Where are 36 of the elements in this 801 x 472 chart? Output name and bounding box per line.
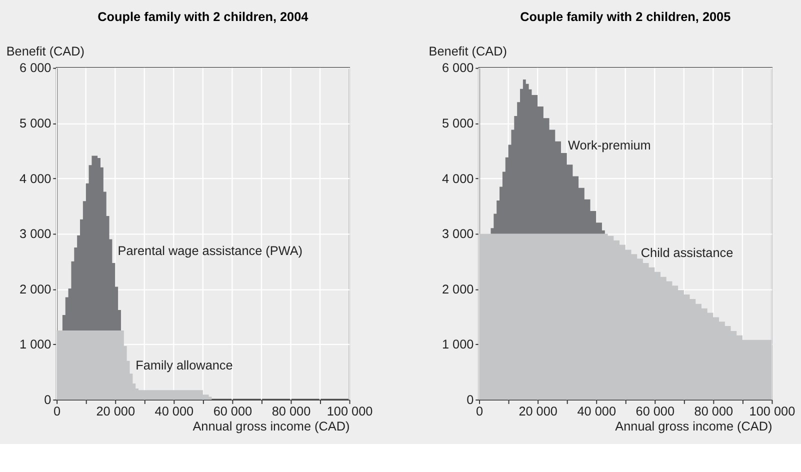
x-tick-label: 100 000: [749, 404, 796, 419]
x-tick-label: 60 000: [636, 404, 675, 419]
x-tick-label: 0: [54, 404, 61, 419]
x-axis-title: Annual gross income (CAD): [192, 419, 350, 434]
y-tick-label: 3 000: [442, 227, 474, 242]
y-tick-label: 0: [466, 392, 474, 407]
annotation: Family allowance: [136, 358, 233, 372]
y-tick-label: 5 000: [20, 116, 52, 131]
x-tick-label: 60 000: [213, 404, 252, 419]
chart-title: Couple family with 2 children, 2004: [98, 10, 308, 24]
x-tick-label: 80 000: [272, 404, 311, 419]
x-tick-label: 20 000: [518, 404, 558, 419]
x-tick-label: 80 000: [694, 404, 734, 419]
y-tick-label: 2 000: [20, 282, 52, 296]
y-tick-label: 5 000: [442, 116, 474, 131]
y-axis-title: Benefit (CAD): [6, 44, 85, 59]
annotation: Work-premium: [568, 138, 651, 153]
y-tick-label: 0: [44, 392, 52, 407]
x-tick-label: 40 000: [154, 404, 194, 419]
y-tick-label: 4 000: [442, 172, 474, 186]
x-tick-label: 0: [476, 404, 484, 419]
y-tick-label: 2 000: [442, 282, 474, 296]
x-tick-label: 40 000: [577, 404, 616, 419]
x-tick-label: 100 000: [326, 404, 373, 419]
x-tick-label: 20 000: [96, 404, 135, 419]
y-tick-label: 1 000: [20, 338, 52, 352]
annotation: Parental wage assistance (PWA): [118, 244, 303, 258]
y-axis-title: Benefit (CAD): [428, 44, 507, 59]
y-tick-label: 6 000: [20, 61, 52, 76]
y-tick-label: 3 000: [20, 227, 52, 242]
y-tick-label: 1 000: [442, 338, 474, 352]
y-tick-label: 6 000: [442, 61, 474, 76]
y-tick-label: 4 000: [20, 172, 52, 186]
chart-title: Couple family with 2 children, 2005: [520, 10, 731, 24]
x-axis-title: Annual gross income (CAD): [615, 419, 772, 434]
annotation: Child assistance: [640, 246, 734, 260]
